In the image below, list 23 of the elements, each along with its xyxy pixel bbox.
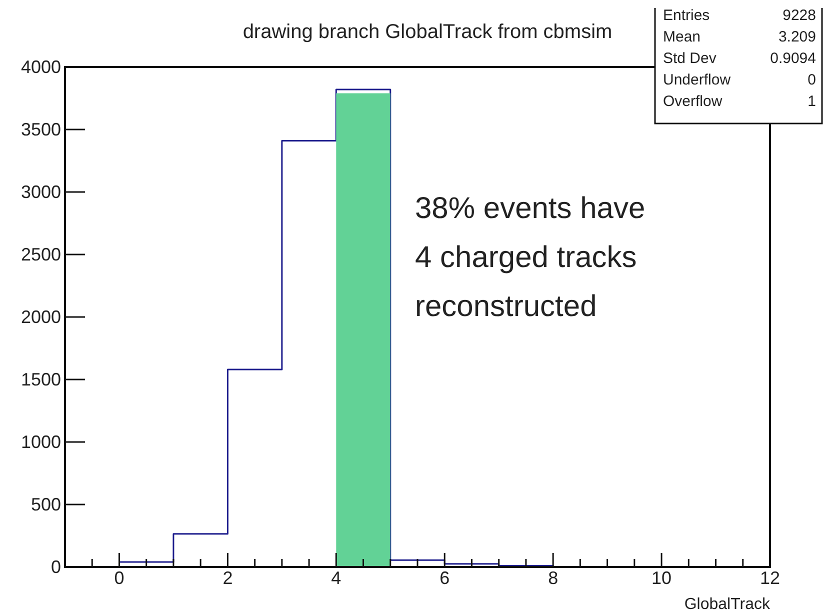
y-tick-label: 3500	[20, 119, 61, 140]
annotation: 38% events have 4 charged tracks reconstructed	[415, 192, 646, 323]
x-tick-label: 4	[331, 568, 342, 588]
x-tick-label: 0	[114, 568, 124, 588]
y-tick-label: 4000	[20, 56, 61, 77]
x-tick-label: 12	[760, 568, 780, 588]
chart-title: drawing branch GlobalTrack from cbmsim	[242, 21, 612, 43]
y-tick-label: 2500	[20, 244, 61, 264]
x-tick-label: 2	[222, 568, 233, 588]
x-axis-title: GlobalTrack	[684, 596, 771, 611]
y-tick-label: 1500	[20, 369, 61, 390]
y-tick-label: 2000	[20, 306, 61, 327]
x-tick-label: 8	[548, 568, 558, 588]
y-tick-label: 1000	[20, 432, 61, 452]
y-tick-label: 500	[30, 494, 61, 514]
text: Underflow 0	[663, 72, 816, 88]
text: Entries 9228	[663, 7, 816, 24]
text: Mean 3.209	[663, 28, 816, 46]
x-tick-label: 6	[440, 568, 450, 588]
x-tick-label: 10	[652, 568, 672, 588]
text: Std Dev 0.9094	[663, 50, 816, 67]
y-tick-label: 3000	[20, 182, 61, 202]
text: Overflow 1	[663, 93, 816, 110]
